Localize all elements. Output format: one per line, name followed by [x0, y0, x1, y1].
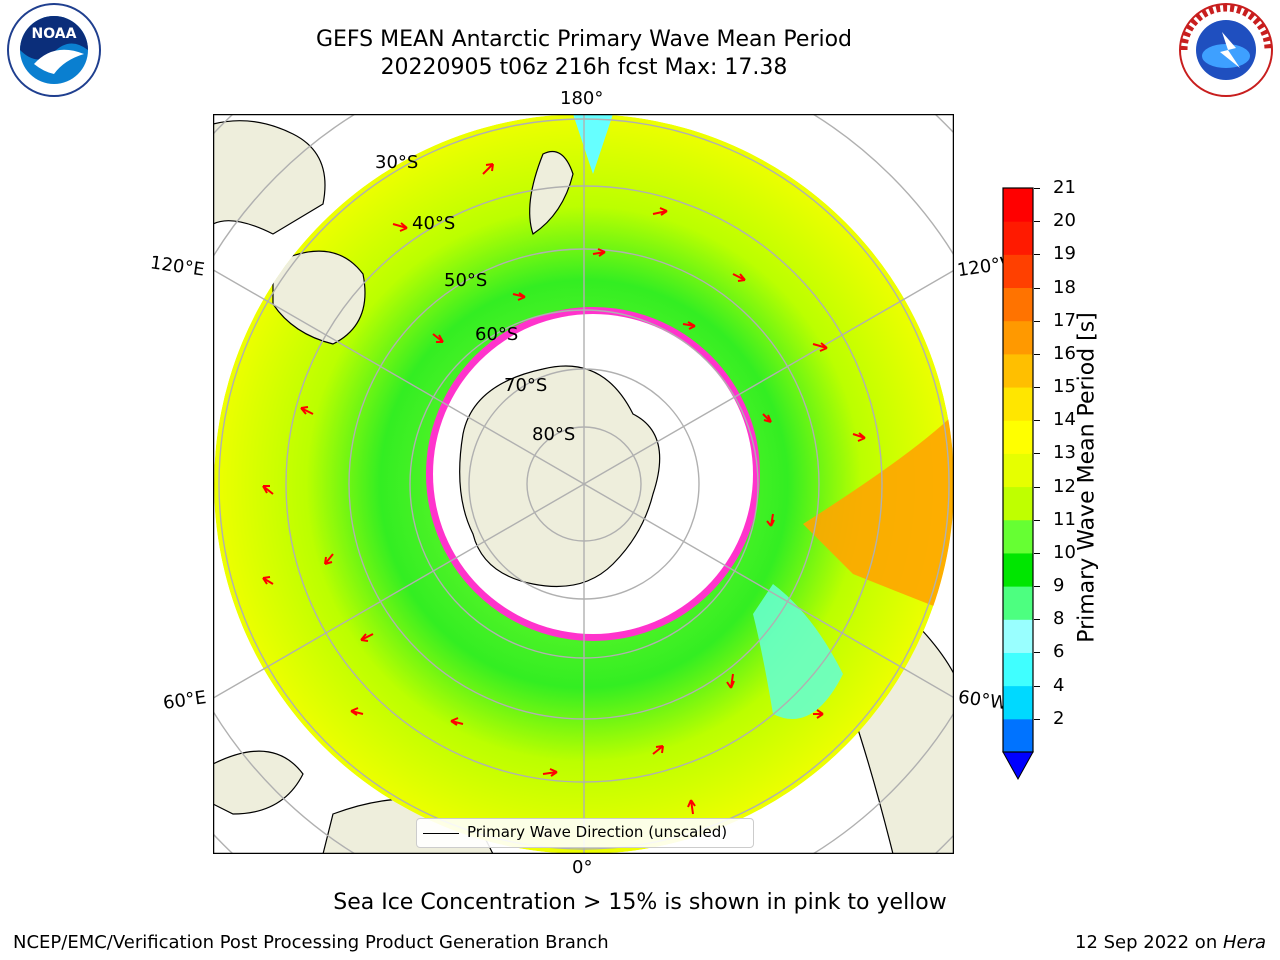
colorbar-band: [1003, 486, 1033, 521]
colorbar-frame: [1002, 187, 1034, 753]
colorbar-label: Primary Wave Mean Period [s]: [1074, 312, 1100, 643]
colorbar-tick-label: 10: [1053, 541, 1076, 563]
colorbar-tick-mark: [1034, 320, 1040, 322]
colorbar-tick-mark: [1034, 353, 1040, 355]
graticule: [213, 114, 954, 854]
colorbar-tick-mark: [1034, 486, 1040, 488]
wave-direction-arrows: [262, 163, 866, 815]
colorbar-tick-label: 20: [1053, 210, 1076, 232]
lon-label-0: 0°: [572, 857, 593, 878]
lat-label-70s: 70°S: [504, 375, 548, 396]
map-legend: Primary Wave Direction (unscaled): [416, 818, 754, 848]
date-text: 12 Sep 2022 on: [1075, 932, 1223, 953]
colorbar-tick-label: 21: [1053, 177, 1076, 198]
colorbar-tick-label: 4: [1053, 674, 1065, 696]
credit-text: NCEP/EMC/Verification Post Processing Pr…: [13, 932, 609, 953]
colorbar-tick-mark: [1034, 619, 1040, 621]
colorbar-tick-mark: [1034, 387, 1040, 389]
colorbar-tick-label: 16: [1053, 342, 1076, 364]
colorbar-tick-mark: [1034, 287, 1040, 289]
colorbar-tick-label: 11: [1053, 508, 1076, 530]
colorbar: [1002, 187, 1034, 781]
colorbar-tick-label: 15: [1053, 376, 1076, 398]
antarctica-land: [459, 365, 661, 587]
colorbar-tick-mark: [1034, 652, 1040, 654]
colorbar-tick-label: 17: [1053, 309, 1076, 331]
legend-label: Primary Wave Direction (unscaled): [467, 823, 728, 841]
lat-label-50s: 50°S: [444, 270, 488, 291]
colorbar-tick-mark: [1034, 519, 1040, 521]
colorbar-band: [1003, 586, 1033, 620]
colorbar-tick-mark: [1034, 685, 1040, 687]
africa-land: [213, 750, 304, 815]
colorbar-band: [1003, 552, 1033, 587]
sea-ice-edge: [426, 307, 760, 641]
colorbar-tick-label: 12: [1053, 475, 1076, 497]
colorbar-tick-mark: [1034, 586, 1040, 588]
lat-label-30s: 30°S: [375, 152, 419, 173]
colorbar-band: [1003, 519, 1033, 554]
colorbar-tick-label: 6: [1053, 641, 1065, 663]
colorbar-tick-mark: [1034, 221, 1040, 223]
colorbar-band: [1003, 387, 1033, 421]
chart-subtitle: 20220905 t06z 216h fcst Max: 17.38: [380, 55, 788, 80]
colorbar-tick-label: 19: [1053, 243, 1076, 265]
map-area: [213, 114, 955, 855]
lon-label-120e: 120°E: [148, 252, 206, 281]
high-period-region: [803, 414, 954, 614]
lat-label-60s: 60°S: [475, 324, 519, 345]
colorbar-tick-mark: [1034, 718, 1040, 720]
colorbar-tick-label: 14: [1053, 409, 1076, 431]
tasman-low-period: [573, 114, 613, 174]
chart-title: GEFS MEAN Antarctic Primary Wave Mean Pe…: [315, 27, 853, 52]
lon-label-180: 180°: [560, 88, 604, 109]
colorbar-band: [1003, 718, 1033, 753]
tasmania-land: [272, 250, 366, 345]
nws-logo-icon: [1176, 2, 1276, 102]
date-host-text: 12 Sep 2022 on Hera: [1075, 932, 1266, 953]
lat-label-40s: 40°S: [412, 213, 456, 234]
colorbar-tick-label: 2: [1053, 707, 1065, 729]
colorbar-band: [1003, 287, 1033, 322]
colorbar-band: [1003, 254, 1033, 289]
colorbar-band: [1003, 453, 1033, 488]
colorbar-tick-mark: [1034, 552, 1040, 554]
colorbar-tick-mark: [1034, 420, 1040, 422]
colorbar-band: [1003, 420, 1033, 454]
colorbar-band: [1003, 320, 1033, 355]
colorbar-tick-label: 13: [1053, 442, 1076, 464]
colorbar-tick-mark: [1034, 453, 1040, 455]
australia-nw-land: [213, 120, 326, 235]
colorbar-tick-mark: [1034, 254, 1040, 256]
sea-ice-note: Sea Ice Concentration > 15% is shown in …: [333, 890, 947, 915]
colorbar-band: [1003, 353, 1033, 388]
host-name: Hera: [1222, 932, 1266, 953]
noaa-logo-icon: NOAA: [4, 2, 104, 102]
colorbar-band: [1003, 685, 1033, 720]
lat-label-80s: 80°S: [532, 424, 576, 445]
noaa-logo-text: NOAA: [32, 26, 77, 42]
colorbar-tick-label: 9: [1053, 575, 1065, 597]
colorbar-extend-triangle: [1002, 751, 1034, 781]
colorbar-graphic: [1002, 187, 1034, 781]
colorbar-tick-label: 18: [1053, 276, 1076, 298]
colorbar-tick-mark: [1034, 188, 1040, 189]
colorbar-band: [1003, 221, 1033, 255]
polar-map: [213, 114, 954, 854]
colorbar-band: [1003, 652, 1033, 687]
new-zealand-land: [529, 150, 574, 235]
legend-line-swatch: [423, 833, 459, 834]
low-period-region: [753, 584, 843, 719]
lon-label-60e: 60°E: [161, 687, 208, 714]
colorbar-band: [1003, 619, 1033, 653]
colorbar-tick-label: 8: [1053, 608, 1065, 630]
colorbar-band: [1003, 188, 1033, 222]
